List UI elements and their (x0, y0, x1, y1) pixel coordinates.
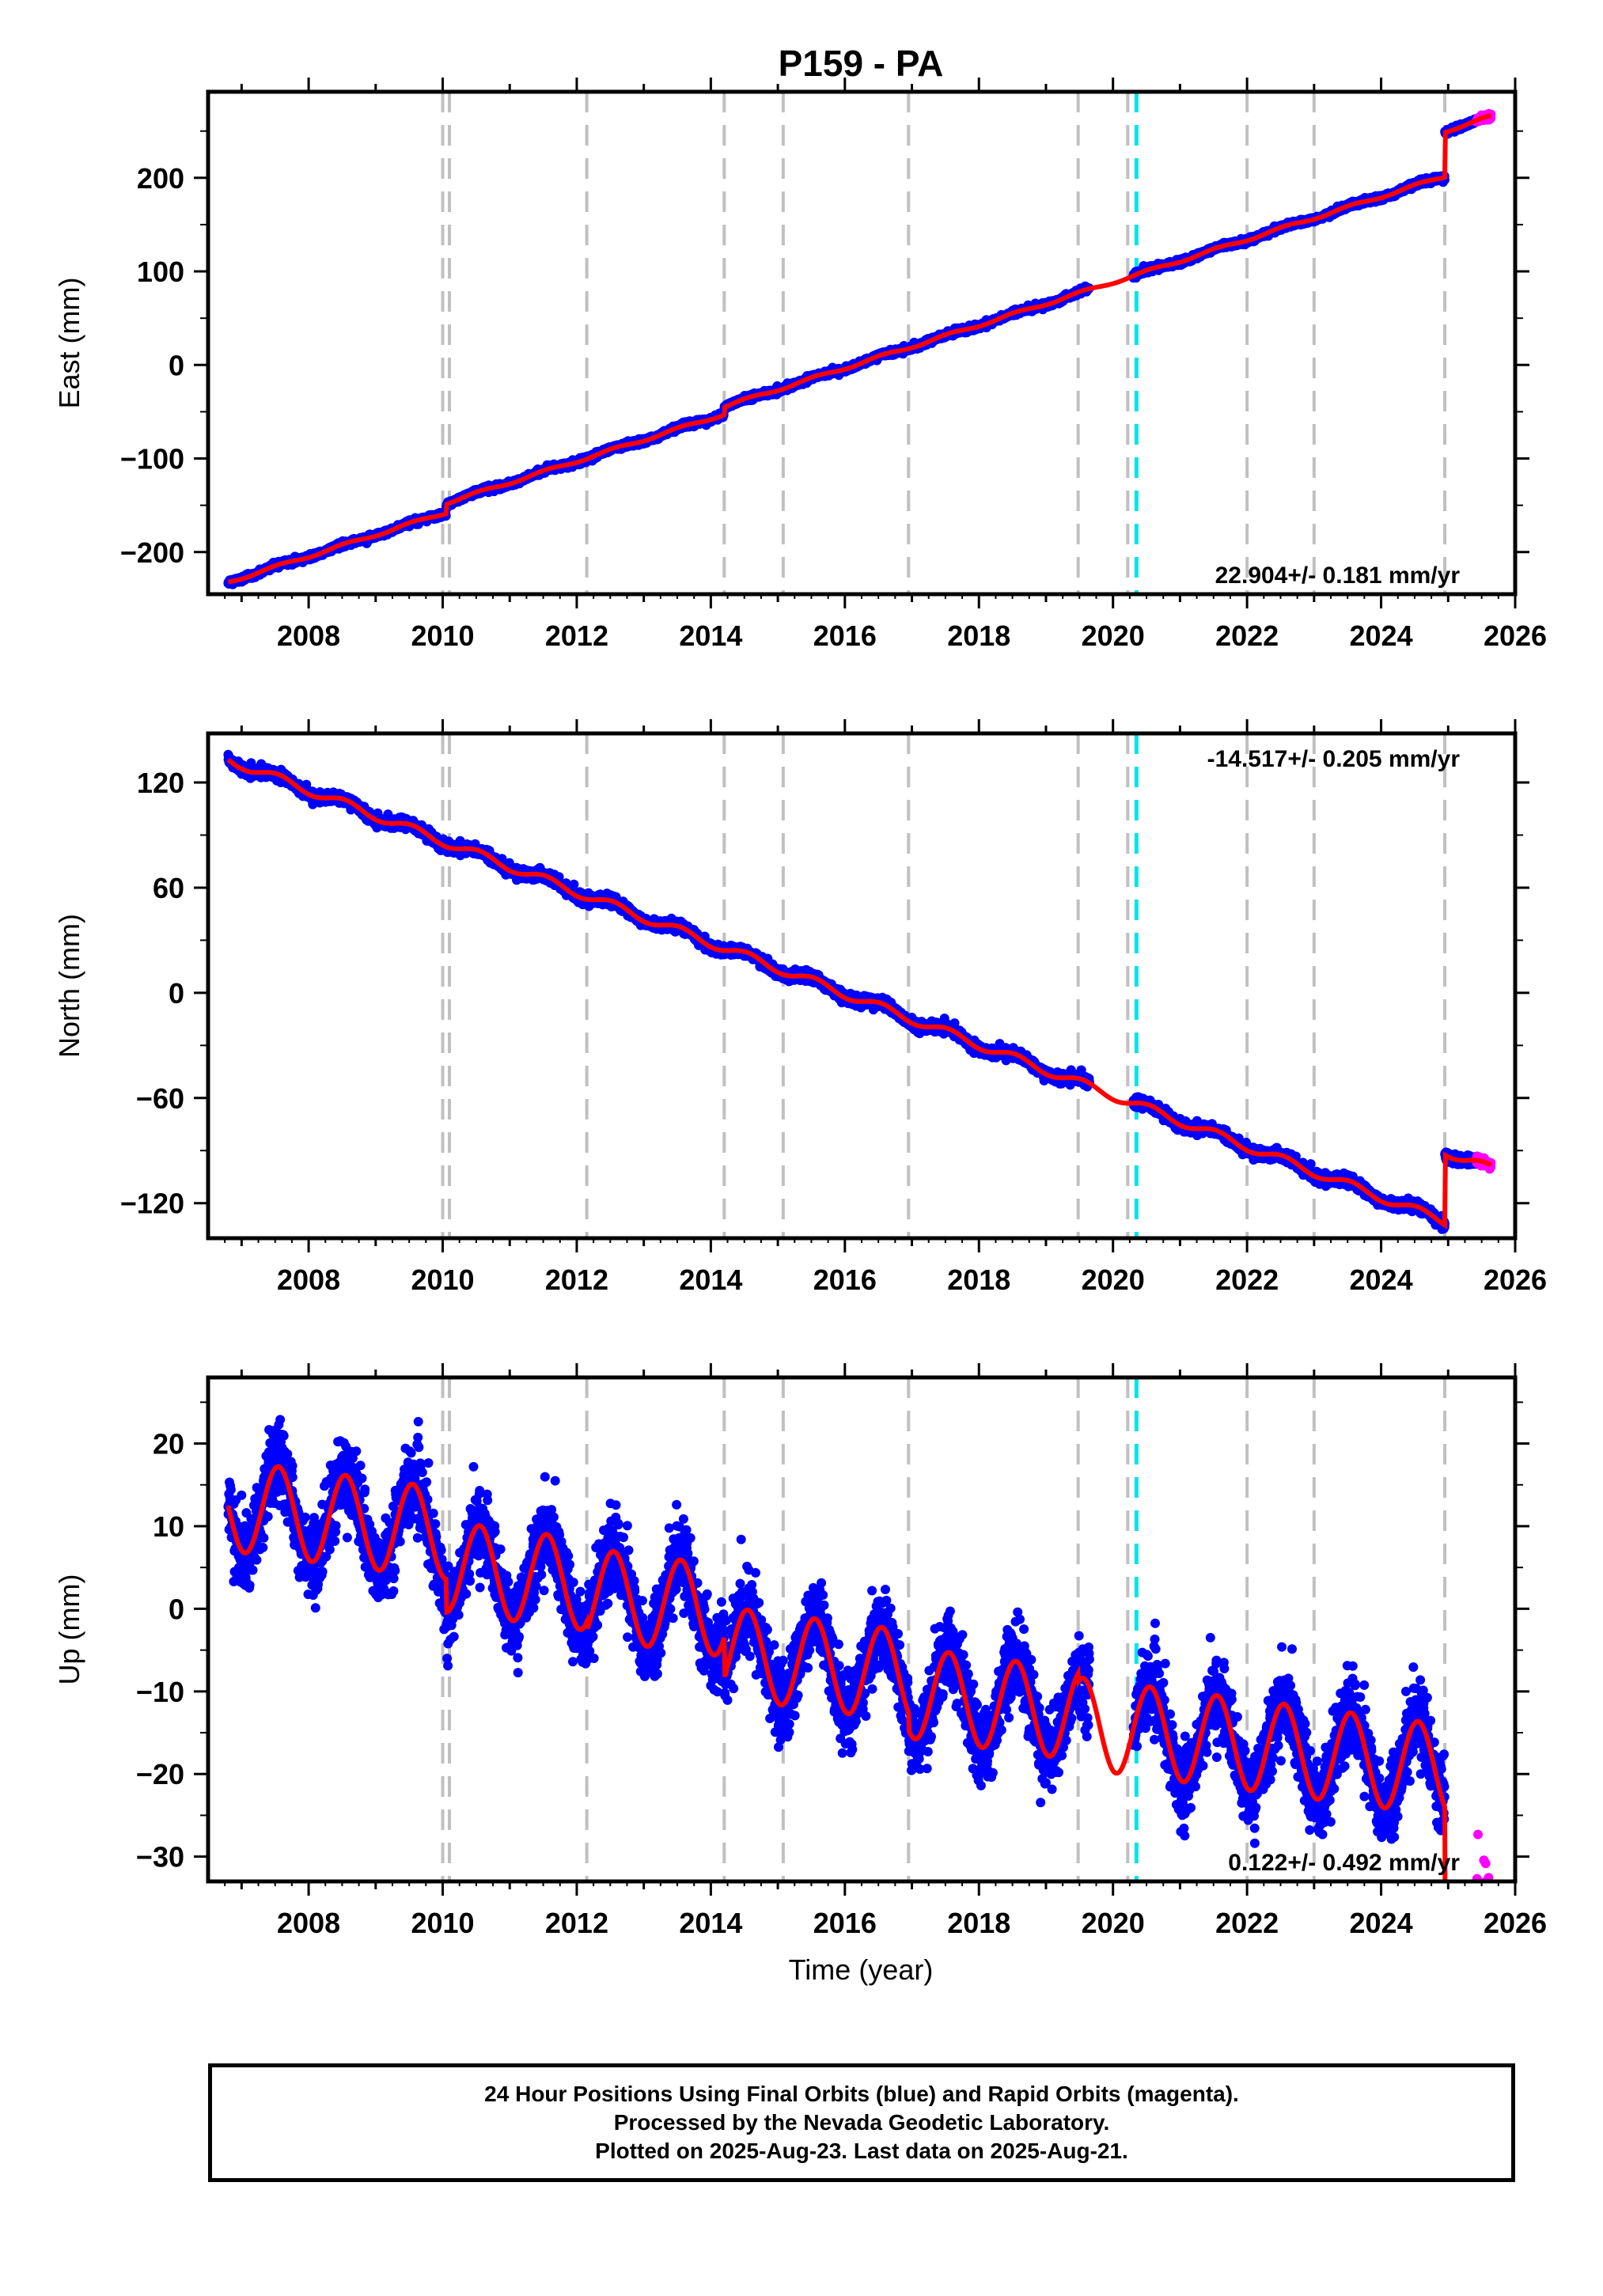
data-points-east (223, 108, 1496, 589)
chart-title: P159 - PA (779, 43, 944, 84)
panel-east: 2008 2010 2012 2014 2016 2018 2020 2022 2024 2026… (53, 78, 1547, 652)
